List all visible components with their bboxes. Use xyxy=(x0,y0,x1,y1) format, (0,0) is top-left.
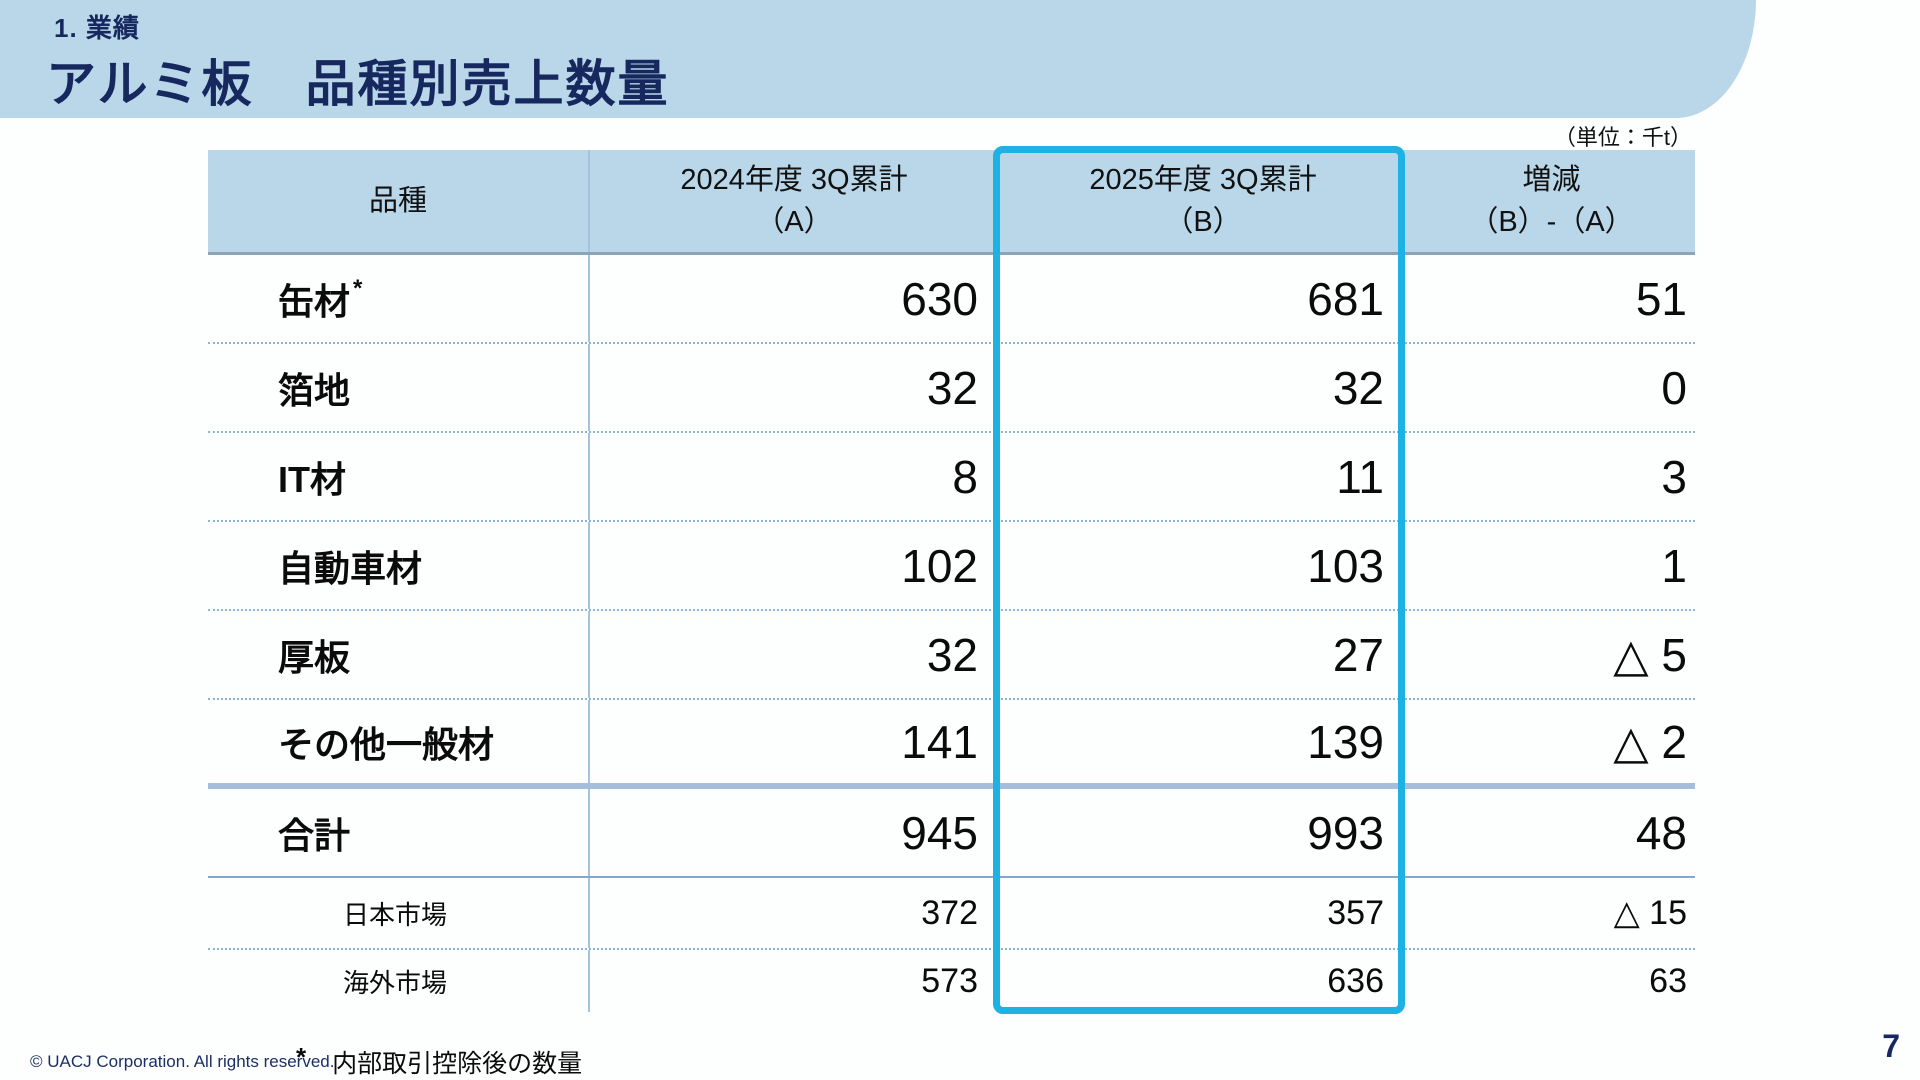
value-diff: 3 xyxy=(1661,450,1687,503)
product-name: 缶材 * xyxy=(208,255,590,342)
header-label: 品種 xyxy=(368,185,427,217)
header-label: 2025年度 3Q累計 xyxy=(1089,164,1317,196)
value-diff: 63 xyxy=(1649,961,1687,1000)
header-label: 増減 xyxy=(1522,164,1581,196)
product-name: その他一般材 xyxy=(208,700,590,783)
header-fy2024: 2024年度 3Q累計 （A） xyxy=(590,150,998,252)
value-diff: △ 15 xyxy=(1613,894,1687,932)
product-name: 箔地 xyxy=(208,344,590,431)
header-sublabel: （B） xyxy=(1164,206,1242,238)
row-overseas-market: 海外市場 573 636 63 xyxy=(208,950,1695,1012)
value-2024: 32 xyxy=(926,628,978,681)
value-diff: 51 xyxy=(1635,272,1687,325)
row-it-materials: IT材 8 11 3 xyxy=(208,433,1695,522)
header-label: 2024年度 3Q累計 xyxy=(680,164,908,196)
value-2024: 102 xyxy=(901,539,978,592)
value-2024: 630 xyxy=(901,272,978,325)
product-label: 海外市場 xyxy=(343,967,448,998)
footnote-text: 内部取引控除後の数量 xyxy=(332,1050,583,1078)
footnote-asterisk: * xyxy=(296,1042,307,1072)
product-label: 厚板 xyxy=(278,636,351,678)
unit-note: （単位：千t） xyxy=(1553,125,1692,150)
header-sublabel: （B）-（A） xyxy=(1469,206,1634,238)
value-2025: 636 xyxy=(1327,961,1384,1000)
value-2025: 103 xyxy=(1307,539,1384,592)
product-name: IT材 xyxy=(208,433,590,520)
product-name: 合計 xyxy=(208,789,590,876)
copyright-text: © UACJ Corporation. All rights reserved. xyxy=(30,1052,335,1071)
value-2025: 32 xyxy=(1332,361,1384,414)
value-diff: △ 5 xyxy=(1613,628,1687,681)
product-label: 缶材 xyxy=(278,280,351,322)
product-label: IT材 xyxy=(278,458,346,500)
row-foil-stock: 箔地 32 32 0 xyxy=(208,344,1695,433)
product-label: 日本市場 xyxy=(343,899,448,930)
value-2025: 139 xyxy=(1307,715,1384,768)
header-diff: 増減 （B）-（A） xyxy=(1408,150,1695,252)
row-automotive: 自動車材 102 103 1 xyxy=(208,522,1695,611)
row-japan-market: 日本市場 372 357 △ 15 xyxy=(208,878,1695,950)
value-diff: 1 xyxy=(1661,539,1687,592)
value-diff: 0 xyxy=(1661,361,1687,414)
product-name: 自動車材 xyxy=(208,522,590,609)
value-diff: △ 2 xyxy=(1613,715,1687,768)
value-2025: 11 xyxy=(1336,450,1384,503)
header-sublabel: （A） xyxy=(755,206,833,238)
value-2024: 573 xyxy=(921,961,978,1000)
product-label: 箔地 xyxy=(278,369,351,411)
product-label: その他一般材 xyxy=(278,723,495,765)
product-name: 厚板 xyxy=(208,611,590,698)
value-2024: 32 xyxy=(926,361,978,414)
row-total: 合計 945 993 48 xyxy=(208,789,1695,878)
value-diff: 48 xyxy=(1635,806,1687,859)
section-label: 1. 業績 xyxy=(54,13,140,43)
product-label: 合計 xyxy=(278,814,351,856)
value-2025: 357 xyxy=(1327,893,1384,932)
value-2024: 945 xyxy=(901,806,978,859)
value-2025: 681 xyxy=(1307,272,1384,325)
product-name: 日本市場 xyxy=(208,878,590,948)
table-header-row: 品種 2024年度 3Q累計 （A） 2025年度 3Q累計 （B） 増減 （B… xyxy=(208,150,1695,255)
page-number: 7 xyxy=(1882,1028,1900,1064)
footnote-marker: * xyxy=(353,274,363,302)
product-label: 自動車材 xyxy=(278,547,423,589)
row-thick-plate: 厚板 32 27 △ 5 xyxy=(208,611,1695,700)
product-name: 海外市場 xyxy=(208,950,590,1012)
value-2025: 27 xyxy=(1332,628,1384,681)
value-2024: 141 xyxy=(901,715,978,768)
header-fy2025: 2025年度 3Q累計 （B） xyxy=(998,150,1408,252)
row-can-stock: 缶材 * 630 681 51 xyxy=(208,255,1695,344)
footnote: * 内部取引控除後の数量 xyxy=(296,1042,583,1080)
value-2024: 372 xyxy=(921,893,978,932)
value-2024: 8 xyxy=(952,450,978,503)
row-other-general: その他一般材 141 139 △ 2 xyxy=(208,700,1695,789)
value-2025: 993 xyxy=(1307,806,1384,859)
sales-volume-table: 品種 2024年度 3Q累計 （A） 2025年度 3Q累計 （B） 増減 （B… xyxy=(208,150,1695,1012)
title-band xyxy=(0,0,1756,118)
header-product-type: 品種 xyxy=(208,150,590,252)
page-title: アルミ板 品種別売上数量 xyxy=(46,56,670,112)
